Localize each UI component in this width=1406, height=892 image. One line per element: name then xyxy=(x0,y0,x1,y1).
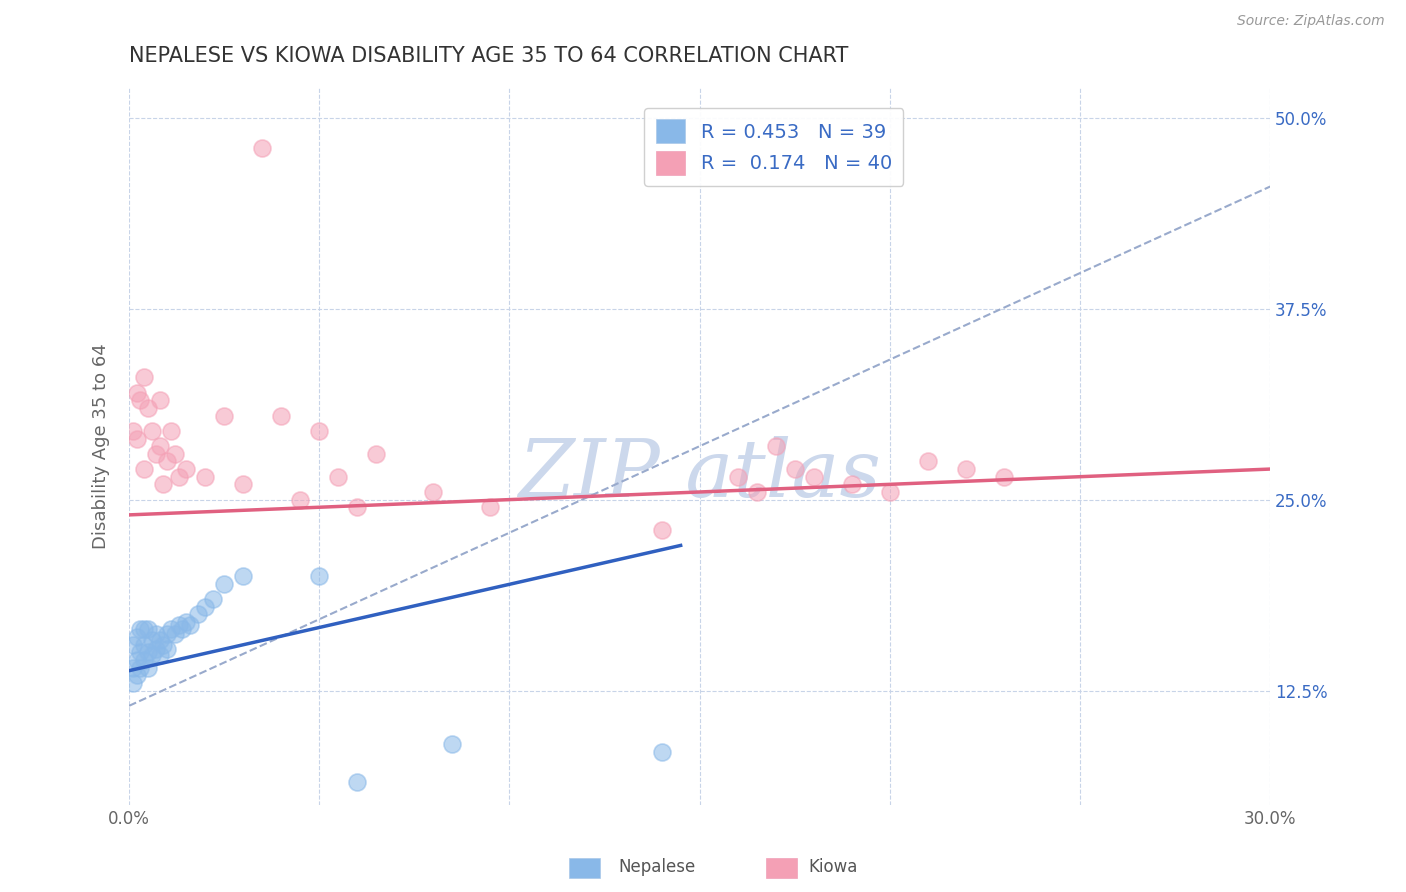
Point xyxy=(212,409,235,423)
Point xyxy=(136,401,159,415)
Point xyxy=(134,653,156,667)
Point xyxy=(148,439,170,453)
Point xyxy=(145,447,167,461)
Point xyxy=(134,370,156,384)
Point xyxy=(841,477,863,491)
Point xyxy=(803,469,825,483)
Point xyxy=(136,623,159,637)
Point xyxy=(194,469,217,483)
Point xyxy=(160,424,183,438)
Text: Nepalese: Nepalese xyxy=(619,858,696,876)
Point xyxy=(172,623,194,637)
Point xyxy=(125,385,148,400)
Point xyxy=(122,638,145,652)
Point xyxy=(194,599,217,614)
Point xyxy=(346,500,368,515)
Point xyxy=(167,469,190,483)
Point xyxy=(160,623,183,637)
Point xyxy=(232,477,254,491)
Point xyxy=(141,648,163,663)
Point xyxy=(129,660,152,674)
Point xyxy=(152,477,174,491)
Text: ZIP atlas: ZIP atlas xyxy=(519,436,882,514)
Point xyxy=(125,432,148,446)
Point xyxy=(422,485,444,500)
Point xyxy=(141,633,163,648)
Point xyxy=(136,645,159,659)
Point xyxy=(125,668,148,682)
Point xyxy=(148,633,170,648)
Point xyxy=(129,645,152,659)
Point xyxy=(163,447,186,461)
Point xyxy=(201,591,224,606)
Point xyxy=(765,439,787,453)
Point xyxy=(187,607,209,622)
Point xyxy=(163,627,186,641)
Point xyxy=(125,653,148,667)
Text: Source: ZipAtlas.com: Source: ZipAtlas.com xyxy=(1237,14,1385,28)
Point xyxy=(174,615,197,629)
Point xyxy=(232,569,254,583)
Point xyxy=(148,648,170,663)
Y-axis label: Disability Age 35 to 64: Disability Age 35 to 64 xyxy=(93,343,110,549)
Point xyxy=(366,447,388,461)
Point xyxy=(651,745,673,759)
Point xyxy=(122,676,145,690)
Text: NEPALESE VS KIOWA DISABILITY AGE 35 TO 64 CORRELATION CHART: NEPALESE VS KIOWA DISABILITY AGE 35 TO 6… xyxy=(129,46,848,66)
Point xyxy=(308,424,330,438)
Point xyxy=(270,409,292,423)
Point xyxy=(122,424,145,438)
Point xyxy=(745,485,768,500)
Point xyxy=(879,485,901,500)
Point xyxy=(134,638,156,652)
Point xyxy=(479,500,502,515)
Point xyxy=(125,630,148,644)
Point xyxy=(290,492,312,507)
Text: Kiowa: Kiowa xyxy=(808,858,858,876)
Point xyxy=(129,623,152,637)
Point xyxy=(346,775,368,789)
Point xyxy=(134,623,156,637)
Point xyxy=(212,576,235,591)
Point xyxy=(136,660,159,674)
Point xyxy=(993,469,1015,483)
Point xyxy=(328,469,350,483)
Point xyxy=(917,454,939,468)
Legend: R = 0.453   N = 39, R =  0.174   N = 40: R = 0.453 N = 39, R = 0.174 N = 40 xyxy=(644,108,904,186)
Point xyxy=(955,462,977,476)
Point xyxy=(179,618,201,632)
Point xyxy=(727,469,749,483)
Point xyxy=(134,462,156,476)
Point xyxy=(148,393,170,408)
Point xyxy=(145,642,167,657)
Point xyxy=(122,660,145,674)
Point xyxy=(174,462,197,476)
Point xyxy=(156,454,179,468)
Point xyxy=(250,141,273,155)
Point xyxy=(145,627,167,641)
Point xyxy=(441,737,464,751)
Point xyxy=(167,618,190,632)
Point xyxy=(308,569,330,583)
Point xyxy=(651,523,673,537)
Point xyxy=(783,462,806,476)
Point xyxy=(152,638,174,652)
Point xyxy=(156,627,179,641)
Point xyxy=(141,424,163,438)
Point xyxy=(129,393,152,408)
Point xyxy=(156,642,179,657)
